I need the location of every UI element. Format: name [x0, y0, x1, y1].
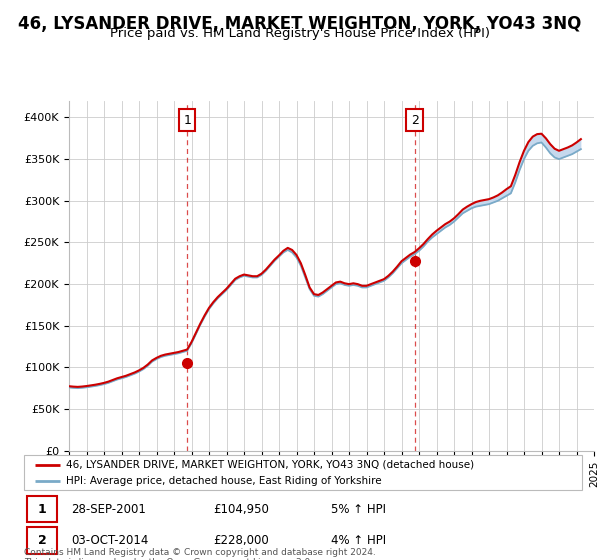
Text: 03-OCT-2014: 03-OCT-2014: [71, 534, 149, 547]
Bar: [27, 528, 58, 553]
Text: Price paid vs. HM Land Registry's House Price Index (HPI): Price paid vs. HM Land Registry's House …: [110, 27, 490, 40]
Bar: [27, 496, 58, 522]
Text: 4% ↑ HPI: 4% ↑ HPI: [331, 534, 386, 547]
Text: 1: 1: [183, 114, 191, 127]
Text: 28-SEP-2001: 28-SEP-2001: [71, 502, 146, 516]
Text: £104,950: £104,950: [214, 502, 269, 516]
Text: 46, LYSANDER DRIVE, MARKET WEIGHTON, YORK, YO43 3NQ (detached house): 46, LYSANDER DRIVE, MARKET WEIGHTON, YOR…: [66, 460, 474, 470]
Text: 5% ↑ HPI: 5% ↑ HPI: [331, 502, 386, 516]
Text: £228,000: £228,000: [214, 534, 269, 547]
Text: Contains HM Land Registry data © Crown copyright and database right 2024.
This d: Contains HM Land Registry data © Crown c…: [24, 548, 376, 560]
Text: 2: 2: [410, 114, 419, 127]
Text: 46, LYSANDER DRIVE, MARKET WEIGHTON, YORK, YO43 3NQ: 46, LYSANDER DRIVE, MARKET WEIGHTON, YOR…: [19, 15, 581, 32]
Text: 2: 2: [38, 534, 47, 547]
Text: 1: 1: [38, 502, 47, 516]
Text: HPI: Average price, detached house, East Riding of Yorkshire: HPI: Average price, detached house, East…: [66, 477, 382, 486]
